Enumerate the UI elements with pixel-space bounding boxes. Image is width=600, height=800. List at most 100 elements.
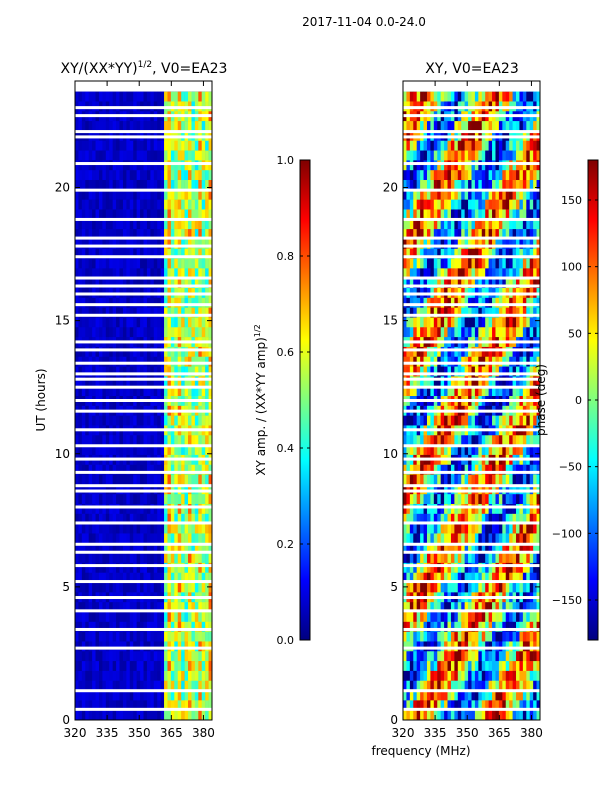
heatmap-cell	[208, 562, 212, 574]
heatmap-cell	[102, 189, 107, 200]
heatmap-cell	[98, 523, 103, 534]
heatmap-cell	[164, 297, 168, 308]
heatmap-cell	[536, 258, 540, 269]
heatmap-cell	[519, 572, 524, 583]
heatmap-cell	[191, 602, 196, 613]
heatmap-cell	[509, 445, 513, 456]
heatmap-cell	[509, 553, 513, 564]
heatmap-cell	[157, 346, 161, 358]
heatmap-cell	[440, 346, 445, 358]
heatmap-cell	[133, 602, 137, 613]
heatmap-cell	[461, 327, 465, 338]
heatmap-cell	[188, 229, 192, 240]
heatmap-cell	[474, 160, 479, 171]
heatmap-cell	[461, 415, 465, 426]
heatmap-cell	[509, 386, 513, 397]
heatmap-cell	[413, 386, 417, 397]
heatmap-cell	[498, 189, 503, 200]
heatmap-cell	[468, 513, 472, 524]
heatmap-cell	[416, 543, 421, 554]
heatmap-cell	[198, 582, 203, 593]
heatmap-cell	[119, 553, 124, 564]
heatmap-cell	[430, 543, 435, 554]
heatmap-cell	[136, 484, 141, 495]
heatmap-cell	[536, 248, 540, 259]
heatmap-cell	[440, 494, 445, 505]
heatmap-cell	[184, 435, 189, 446]
heatmap-cell	[140, 258, 144, 269]
heatmap-cell	[146, 278, 151, 289]
heatmap-cell	[529, 346, 534, 358]
heatmap-cell	[95, 523, 100, 534]
heatmap-cell	[437, 170, 441, 181]
heatmap-cell	[478, 170, 483, 181]
heatmap-cell	[170, 513, 175, 524]
heatmap-cell	[468, 386, 472, 397]
heatmap-cell	[464, 641, 469, 652]
heatmap-cell	[502, 602, 507, 613]
heatmap-cell	[454, 543, 459, 554]
heatmap-cell	[406, 621, 411, 632]
heatmap-cell	[464, 180, 469, 191]
heatmap-cell	[129, 513, 134, 524]
heatmap-cell	[146, 504, 151, 515]
heatmap-cell	[75, 504, 79, 515]
heatmap-cell	[461, 464, 465, 475]
heatmap-cell	[474, 268, 479, 279]
heatmap-cell	[450, 562, 455, 574]
heatmap-cell	[119, 661, 124, 672]
heatmap-cell	[205, 170, 209, 181]
heatmap-cell	[95, 494, 100, 505]
heatmap-cell	[208, 533, 212, 544]
heatmap-cell	[450, 494, 455, 505]
heatmap-cell	[457, 199, 462, 210]
heatmap-cell	[170, 553, 175, 564]
heatmap-cell	[492, 248, 496, 259]
heatmap-cell	[409, 376, 414, 387]
heatmap-cell	[413, 297, 417, 308]
heatmap-cell	[136, 582, 141, 593]
heatmap-cell	[92, 209, 96, 220]
heatmap-cell	[461, 376, 465, 387]
heatmap-cell	[177, 91, 182, 102]
heatmap-cell	[447, 474, 452, 485]
heatmap-cell	[191, 238, 196, 250]
heatmap-cell	[143, 670, 148, 682]
heatmap-cell	[191, 307, 196, 318]
heatmap-cell	[492, 474, 496, 485]
heatmap-cell	[533, 238, 537, 250]
heatmap-cell	[188, 121, 192, 132]
heatmap-cell	[447, 582, 452, 593]
heatmap-cell	[102, 160, 107, 171]
heatmap-cell	[81, 327, 86, 338]
heatmap-cell	[122, 199, 127, 210]
heatmap-cell	[454, 91, 459, 102]
heatmap-cell	[502, 189, 507, 200]
heatmap-cell	[146, 700, 151, 711]
heatmap-cell	[160, 140, 165, 151]
heatmap-cell	[133, 474, 137, 485]
heatmap-cell	[170, 572, 175, 583]
heatmap-cell	[437, 140, 441, 151]
heatmap-cell	[444, 346, 448, 358]
heatmap-cell	[119, 651, 124, 662]
heatmap-cell	[95, 180, 100, 191]
heatmap-cell	[406, 121, 411, 132]
heatmap-cell	[167, 238, 172, 250]
heatmap-cell	[191, 366, 196, 377]
heatmap-cell	[191, 533, 196, 544]
heatmap-cell	[109, 651, 113, 662]
heatmap-cell	[78, 150, 83, 161]
heatmap-cell	[102, 553, 107, 564]
heatmap-cell	[502, 376, 507, 387]
heatmap-cell	[416, 91, 421, 102]
heatmap-cell	[403, 513, 407, 524]
heatmap-cell	[75, 621, 79, 632]
heatmap-cell	[164, 651, 168, 662]
blank-row	[75, 303, 212, 307]
heatmap-cell	[119, 710, 124, 720]
heatmap-cell	[529, 415, 534, 426]
heatmap-cell	[433, 219, 438, 230]
heatmap-cell	[485, 307, 489, 318]
heatmap-cell	[498, 523, 503, 534]
